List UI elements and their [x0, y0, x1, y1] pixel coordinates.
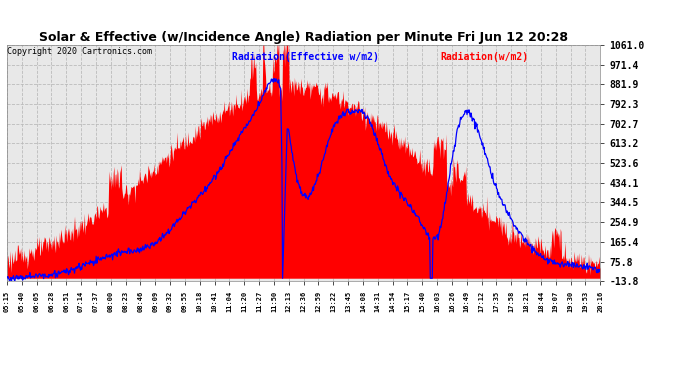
Text: Radiation(Effective w/m2): Radiation(Effective w/m2) — [233, 52, 380, 62]
Text: Radiation(w/m2): Radiation(w/m2) — [440, 52, 529, 62]
Title: Solar & Effective (w/Incidence Angle) Radiation per Minute Fri Jun 12 20:28: Solar & Effective (w/Incidence Angle) Ra… — [39, 31, 568, 44]
Text: Copyright 2020 Cartronics.com: Copyright 2020 Cartronics.com — [7, 47, 152, 56]
